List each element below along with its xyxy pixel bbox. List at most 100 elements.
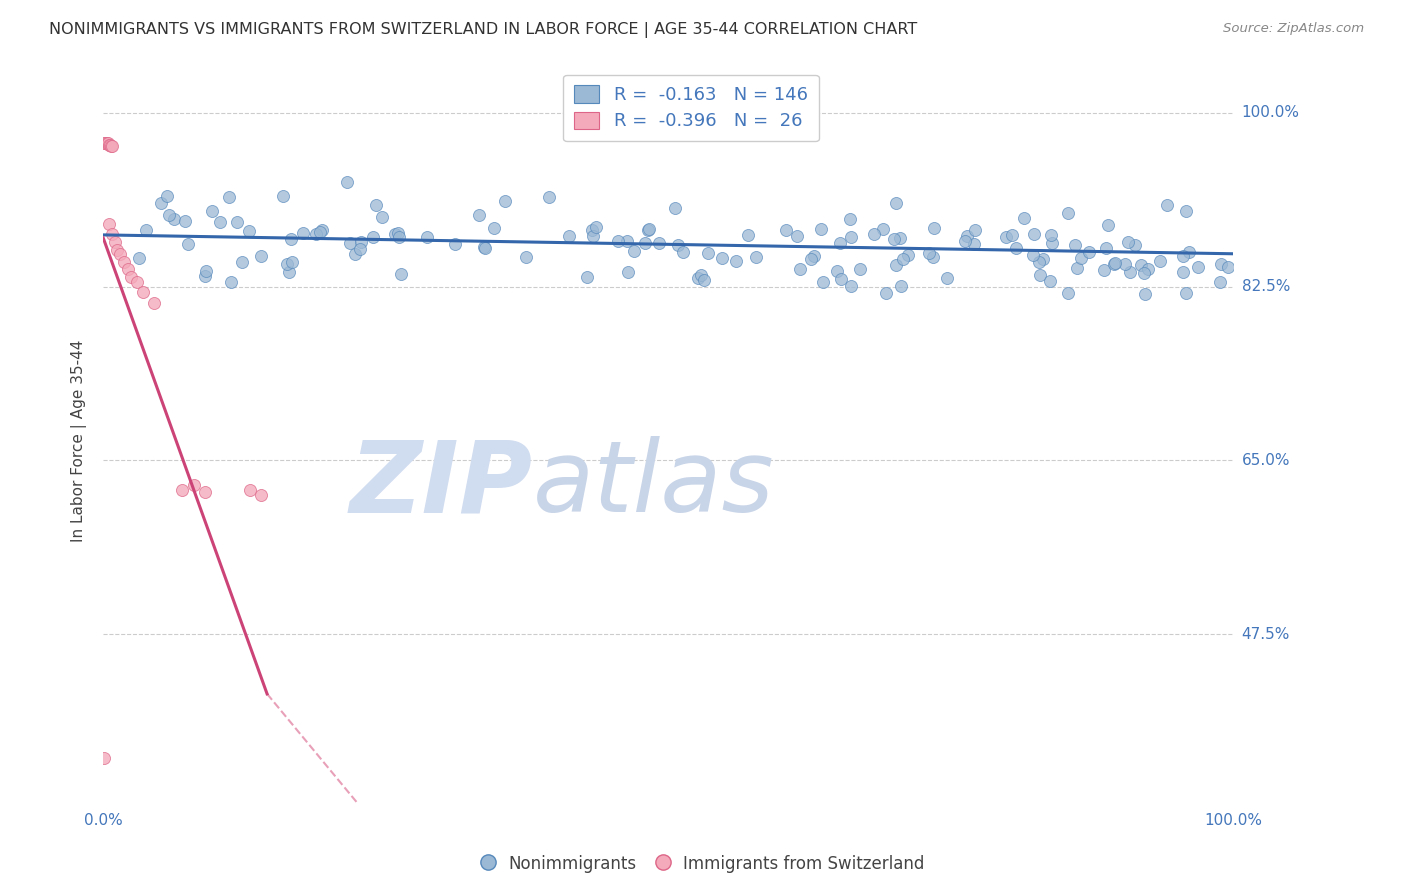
Point (361, 229, 384, 244)
Point (890, 279, 912, 293)
Point (1063, 238, 1085, 252)
Point (922, 221, 945, 235)
Point (921, 250, 943, 264)
Point (1174, 203, 1197, 218)
Point (1094, 241, 1116, 255)
Text: NONIMMIGRANTS VS IMMIGRANTS FROM SWITZERLAND IN LABOR FORCE | AGE 35-44 CORRELAT: NONIMMIGRANTS VS IMMIGRANTS FROM SWITZER… (49, 22, 918, 38)
Point (225, 215, 247, 229)
Point (173, 214, 195, 228)
Point (280, 255, 302, 269)
Point (239, 483, 262, 498)
Point (1209, 257, 1232, 271)
Point (693, 273, 716, 287)
Point (724, 253, 747, 268)
Point (1097, 219, 1119, 233)
Point (276, 257, 298, 271)
Point (163, 211, 186, 226)
Point (277, 264, 299, 278)
Point (585, 220, 607, 235)
Point (387, 230, 409, 244)
Point (634, 235, 657, 250)
Point (93, 136, 115, 150)
Point (891, 252, 914, 266)
Point (472, 240, 495, 254)
Point (1066, 261, 1088, 276)
Point (172, 483, 194, 498)
Point (606, 234, 628, 248)
Point (1039, 274, 1062, 288)
Point (132, 285, 155, 299)
Point (349, 243, 371, 257)
Text: 100.0%: 100.0% (1241, 105, 1299, 120)
Point (1132, 266, 1154, 280)
Point (710, 251, 733, 265)
Point (839, 279, 862, 293)
Point (311, 223, 333, 237)
Point (827, 264, 849, 278)
Point (1171, 250, 1194, 264)
Legend: Nonimmigrants, Immigrants from Switzerland: Nonimmigrants, Immigrants from Switzerla… (475, 848, 931, 880)
Point (1129, 258, 1152, 272)
Point (474, 241, 496, 255)
Point (219, 275, 242, 289)
Point (897, 248, 920, 262)
Point (515, 250, 537, 264)
Point (339, 236, 361, 251)
Text: atlas: atlas (533, 436, 775, 533)
Point (96, 136, 118, 150)
Point (280, 231, 302, 245)
Point (995, 229, 1018, 244)
Point (1119, 265, 1142, 279)
Point (1149, 254, 1171, 268)
Point (194, 485, 217, 500)
Point (616, 234, 638, 248)
Point (218, 189, 240, 203)
Point (786, 229, 808, 244)
Point (344, 247, 367, 261)
Point (105, 243, 128, 257)
Point (838, 211, 860, 226)
Point (201, 204, 224, 219)
Point (1156, 198, 1178, 212)
Point (1104, 256, 1126, 270)
Point (581, 222, 603, 236)
Point (1187, 260, 1209, 274)
Point (1028, 254, 1050, 268)
Point (93, 751, 115, 765)
Point (1021, 247, 1043, 261)
Point (94, 136, 117, 150)
Point (177, 237, 200, 252)
Point (1039, 227, 1062, 242)
Point (875, 286, 897, 301)
Point (1028, 268, 1050, 282)
Point (98, 137, 121, 152)
Point (1057, 285, 1080, 300)
Point (1022, 227, 1045, 241)
Point (108, 247, 131, 261)
Point (1218, 260, 1240, 274)
Point (1032, 252, 1054, 267)
Point (839, 230, 862, 244)
Point (194, 268, 217, 283)
Point (350, 235, 373, 249)
Point (935, 270, 957, 285)
Point (918, 246, 941, 260)
Point (872, 222, 894, 236)
Point (648, 235, 671, 250)
Point (666, 237, 689, 252)
Point (1077, 245, 1099, 260)
Point (209, 215, 232, 229)
Point (737, 227, 759, 242)
Point (370, 210, 392, 224)
Y-axis label: In Labor Force | Age 35-44: In Labor Force | Age 35-44 (72, 339, 87, 541)
Point (143, 296, 166, 310)
Legend: R =  -0.163   N = 146, R =  -0.396   N =  26: R = -0.163 N = 146, R = -0.396 N = 26 (564, 75, 818, 141)
Point (1001, 227, 1024, 242)
Point (672, 245, 695, 260)
Point (1070, 252, 1092, 266)
Point (1092, 262, 1115, 277)
Text: 82.5%: 82.5% (1241, 279, 1289, 294)
Point (103, 235, 125, 249)
Point (238, 223, 260, 237)
Point (271, 189, 294, 203)
